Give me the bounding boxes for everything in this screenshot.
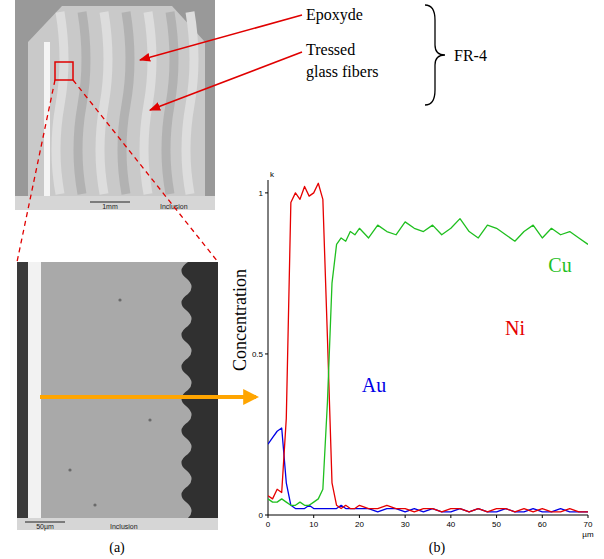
inclusion-spot	[118, 298, 121, 301]
glass-fiber-bundle	[56, 12, 64, 194]
x-tick	[496, 515, 497, 518]
glass-fiber-bundle	[100, 12, 108, 194]
panel-label: (a)	[109, 540, 125, 556]
glass-fiber-bundle	[122, 12, 130, 194]
x-tick	[313, 515, 314, 518]
series-line	[268, 428, 588, 512]
series-label: Cu	[548, 254, 571, 276]
scan-arrow	[40, 395, 256, 399]
scale-label: 1mm	[102, 203, 118, 210]
y-tick	[265, 515, 268, 516]
x-tick-label: 0	[266, 520, 271, 529]
annotation: FR-4	[454, 47, 487, 64]
y-unit: k	[270, 170, 275, 179]
y-axis-title: Concentration	[230, 269, 250, 371]
x-tick	[450, 515, 451, 518]
zoom-line	[17, 80, 55, 262]
inclusion-spot	[93, 503, 96, 506]
x-tick	[588, 515, 589, 518]
board-section	[28, 6, 205, 196]
scale-label: 50µm	[36, 523, 54, 531]
resin-region	[17, 262, 28, 518]
inclusion-spot	[68, 468, 71, 471]
info-bar	[15, 196, 215, 210]
y-tick-label: 1	[259, 189, 264, 198]
x-tick-label: 10	[309, 520, 318, 529]
image-caption: Inclusion	[160, 203, 188, 210]
glass-fiber-bundle	[78, 12, 86, 194]
y-tick	[265, 353, 268, 354]
figure: 1mmInclusion50µmInclusion(a)EpoxydeTress…	[0, 0, 604, 559]
ni-au-layer	[28, 262, 41, 518]
pointer-arrow	[140, 15, 302, 60]
series-line	[268, 219, 588, 506]
series-label: Au	[362, 374, 386, 396]
x-axis	[268, 515, 588, 516]
x-tick-label: 70	[584, 520, 593, 529]
y-tick	[265, 192, 268, 193]
resin-edge	[181, 262, 218, 518]
annotation-line: glass fibers	[306, 63, 378, 81]
x-tick-label: 40	[446, 520, 455, 529]
y-axis	[268, 180, 269, 515]
series-line	[268, 183, 588, 512]
x-tick-label: 60	[538, 520, 547, 529]
x-tick	[542, 515, 543, 518]
panel-label: (b)	[429, 540, 446, 556]
image-caption: Inclusion	[110, 523, 138, 530]
info-bar	[17, 518, 218, 530]
annotations: Epoxyde Tressed glass fibers FR-4	[140, 5, 487, 110]
y-tick-label: 0	[259, 511, 264, 520]
x-tick	[359, 515, 360, 518]
y-tick-label: 0.5	[252, 350, 264, 359]
brace	[425, 5, 445, 105]
pointer-arrow	[150, 52, 302, 110]
annotation: Tressed glass fibers	[306, 41, 378, 81]
sem-overview	[15, 0, 215, 210]
zoom-line	[73, 80, 218, 262]
series-label: Ni	[505, 317, 525, 339]
x-tick-label: 20	[355, 520, 364, 529]
plot-lines	[268, 183, 588, 512]
annotation: Epoxyde	[306, 6, 363, 24]
glass-fiber-bundle	[186, 12, 194, 194]
x-tick	[405, 515, 406, 518]
x-tick-label: 30	[401, 520, 410, 529]
zoom-box	[55, 62, 73, 80]
annotation-line: Tressed	[306, 41, 355, 58]
x-tick-label: 50	[492, 520, 501, 529]
x-unit: µm	[582, 530, 594, 539]
glass-fiber-bundle	[144, 12, 152, 194]
inclusion-spot	[148, 418, 151, 421]
panel-b: 0 10 20 30 40 50 60 70 0 0.5 1 k µm Concentration Au Ni…	[230, 170, 594, 556]
